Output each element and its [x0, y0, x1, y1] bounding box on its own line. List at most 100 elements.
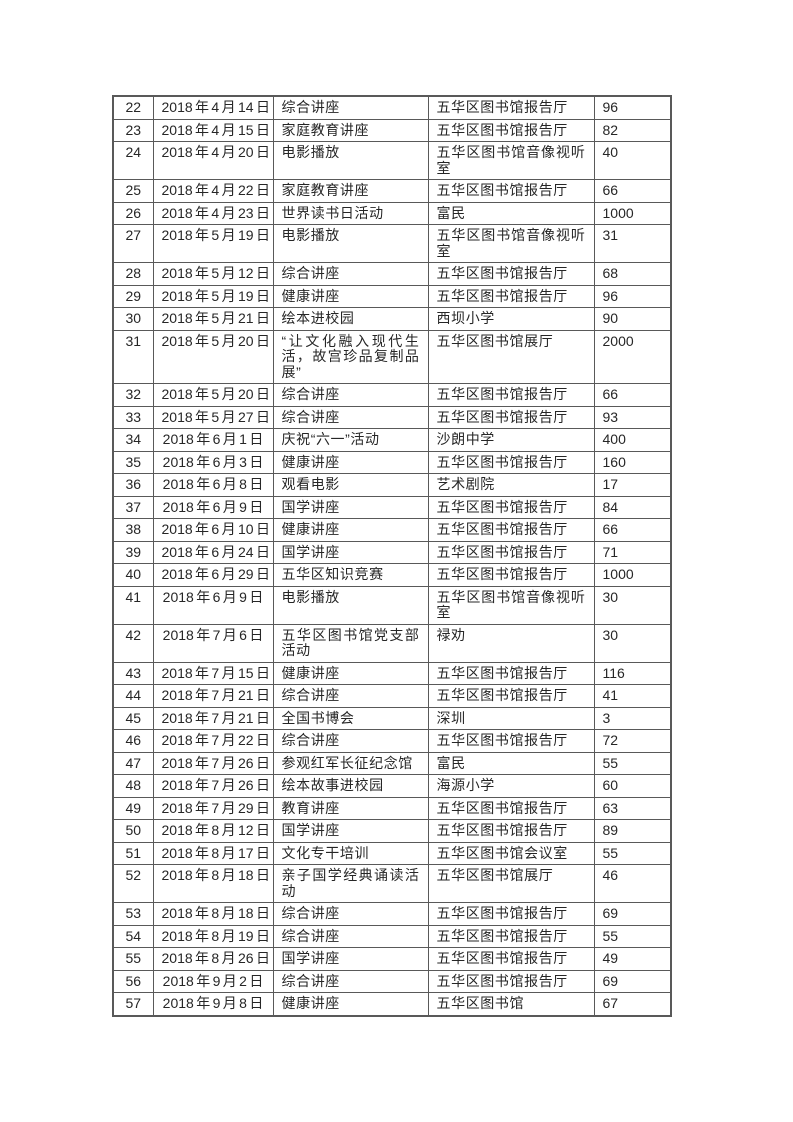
activity-cell: 综合讲座: [272, 729, 429, 753]
attendance-cell: 69: [593, 902, 672, 926]
activity-cell: 文化专干培训: [272, 841, 429, 865]
table-row: 39 2018 年 6 月 24 日国学讲座 五华区图书馆报告厅 71: [112, 540, 672, 564]
venue-cell: 五华区图书馆音像视听室: [427, 224, 595, 263]
row-number-cell: 24: [112, 141, 154, 180]
table-row: 37 2018 年 6 月 9 日国学讲座 五华区图书馆报告厅 84: [112, 495, 672, 519]
date-cell: 2018 年 5 月 21 日: [152, 307, 274, 331]
table-row: 41 2018 年 6 月 9 日电影播放 五华区图书馆音像视听室 30: [112, 585, 672, 625]
activity-cell: 健康讲座: [272, 661, 429, 685]
row-number-cell: 27: [112, 224, 154, 263]
events-table-body: 22 2018 年 4 月 14 日综合讲座 五华区图书馆报告厅 96 23 2018 年…: [112, 95, 672, 1016]
activity-cell: 综合讲座: [272, 383, 429, 407]
attendance-cell: 93: [593, 405, 672, 429]
row-number-cell: 39: [112, 540, 154, 564]
row-number-cell: 44: [112, 684, 154, 708]
attendance-cell: 84: [593, 495, 672, 519]
venue-cell: 五华区图书馆: [427, 992, 595, 1016]
table-row: 35 2018 年 6 月 3 日健康讲座 五华区图书馆报告厅 160: [112, 450, 672, 474]
venue-cell: 富民: [427, 751, 595, 775]
activity-cell: 综合讲座: [272, 902, 429, 926]
venue-cell: 五华区图书馆报告厅: [427, 118, 595, 142]
venue-cell: 五华区图书馆报告厅: [427, 262, 595, 286]
venue-cell: 五华区图书馆报告厅: [427, 405, 595, 429]
activity-cell: 健康讲座: [272, 992, 429, 1016]
venue-cell: 五华区图书馆报告厅: [427, 383, 595, 407]
date-cell: 2018 年 5 月 19 日: [152, 284, 274, 308]
activity-cell: 综合讲座: [272, 95, 429, 120]
venue-cell: 五华区图书馆报告厅: [427, 495, 595, 519]
date-cell: 2018 年 8 月 19 日: [152, 924, 274, 948]
row-number-cell: 26: [112, 201, 154, 225]
table-row: 27 2018 年 5 月 19 日电影播放 五华区图书馆音像视听室 31: [112, 224, 672, 263]
row-number-cell: 53: [112, 902, 154, 926]
date-cell: 2018 年 4 月 20 日: [152, 141, 274, 180]
venue-cell: 五华区图书馆报告厅: [427, 540, 595, 564]
venue-cell: 五华区图书馆报告厅: [427, 563, 595, 587]
row-number-cell: 55: [112, 947, 154, 971]
venue-cell: 五华区图书馆报告厅: [427, 95, 595, 120]
row-number-cell: 48: [112, 774, 154, 798]
venue-cell: 五华区图书馆报告厅: [427, 729, 595, 753]
activity-cell: 健康讲座: [272, 450, 429, 474]
venue-cell: 沙朗中学: [427, 428, 595, 452]
activity-cell: 综合讲座: [272, 924, 429, 948]
attendance-cell: 3: [593, 706, 672, 730]
row-number-cell: 32: [112, 383, 154, 407]
table-row: 28 2018 年 5 月 12 日综合讲座 五华区图书馆报告厅 68: [112, 262, 672, 286]
row-number-cell: 28: [112, 262, 154, 286]
row-number-cell: 50: [112, 819, 154, 843]
attendance-cell: 160: [593, 450, 672, 474]
table-row: 43 2018 年 7 月 15 日健康讲座 五华区图书馆报告厅 116: [112, 661, 672, 685]
activity-cell: 综合讲座: [272, 405, 429, 429]
table-row: 44 2018 年 7 月 21 日综合讲座 五华区图书馆报告厅 41: [112, 684, 672, 708]
table-row: 48 2018 年 7 月 26 日绘本故事进校园 海源小学 60: [112, 774, 672, 798]
venue-cell: 五华区图书馆报告厅: [427, 179, 595, 203]
attendance-cell: 60: [593, 774, 672, 798]
venue-cell: 五华区图书馆报告厅: [427, 450, 595, 474]
date-cell: 2018 年 5 月 20 日: [152, 329, 274, 384]
table-row: 46 2018 年 7 月 22 日综合讲座 五华区图书馆报告厅 72: [112, 729, 672, 753]
attendance-cell: 116: [593, 661, 672, 685]
date-cell: 2018 年 5 月 27 日: [152, 405, 274, 429]
date-cell: 2018 年 4 月 23 日: [152, 201, 274, 225]
attendance-cell: 31: [593, 224, 672, 263]
venue-cell: 西坝小学: [427, 307, 595, 331]
activity-cell: 观看电影: [272, 473, 429, 497]
activity-cell: 健康讲座: [272, 518, 429, 542]
venue-cell: 艺术剧院: [427, 473, 595, 497]
table-row: 36 2018 年 6 月 8 日观看电影 艺术剧院 17: [112, 473, 672, 497]
row-number-cell: 40: [112, 563, 154, 587]
attendance-cell: 67: [593, 992, 672, 1016]
date-cell: 2018 年 8 月 18 日: [152, 902, 274, 926]
attendance-cell: 68: [593, 262, 672, 286]
table-row: 42 2018 年 7 月 6 日五华区图书馆党支部活动 禄劝 30: [112, 623, 672, 663]
attendance-cell: 2000: [593, 329, 672, 384]
date-cell: 2018 年 4 月 22 日: [152, 179, 274, 203]
activity-cell: 综合讲座: [272, 684, 429, 708]
table-row: 55 2018 年 8 月 26 日国学讲座 五华区图书馆报告厅 49: [112, 947, 672, 971]
row-number-cell: 25: [112, 179, 154, 203]
venue-cell: 深圳: [427, 706, 595, 730]
attendance-cell: 30: [593, 585, 672, 625]
row-number-cell: 52: [112, 864, 154, 903]
row-number-cell: 35: [112, 450, 154, 474]
date-cell: 2018 年 7 月 21 日: [152, 684, 274, 708]
date-cell: 2018 年 8 月 12 日: [152, 819, 274, 843]
venue-cell: 五华区图书馆报告厅: [427, 796, 595, 820]
table-row: 47 2018 年 7 月 26 日参观红军长征纪念馆 富民 55: [112, 751, 672, 775]
venue-cell: 海源小学: [427, 774, 595, 798]
attendance-cell: 17: [593, 473, 672, 497]
date-cell: 2018 年 6 月 1 日: [152, 428, 274, 452]
attendance-cell: 96: [593, 95, 672, 120]
row-number-cell: 36: [112, 473, 154, 497]
venue-cell: 五华区图书馆报告厅: [427, 924, 595, 948]
table-row: 22 2018 年 4 月 14 日综合讲座 五华区图书馆报告厅 96: [112, 95, 672, 120]
attendance-cell: 55: [593, 751, 672, 775]
date-cell: 2018 年 7 月 22 日: [152, 729, 274, 753]
venue-cell: 五华区图书馆展厅: [427, 329, 595, 384]
activity-cell: 参观红军长征纪念馆: [272, 751, 429, 775]
row-number-cell: 38: [112, 518, 154, 542]
attendance-cell: 90: [593, 307, 672, 331]
table-row: 25 2018 年 4 月 22 日家庭教育讲座 五华区图书馆报告厅 66: [112, 179, 672, 203]
venue-cell: 五华区图书馆展厅: [427, 864, 595, 903]
